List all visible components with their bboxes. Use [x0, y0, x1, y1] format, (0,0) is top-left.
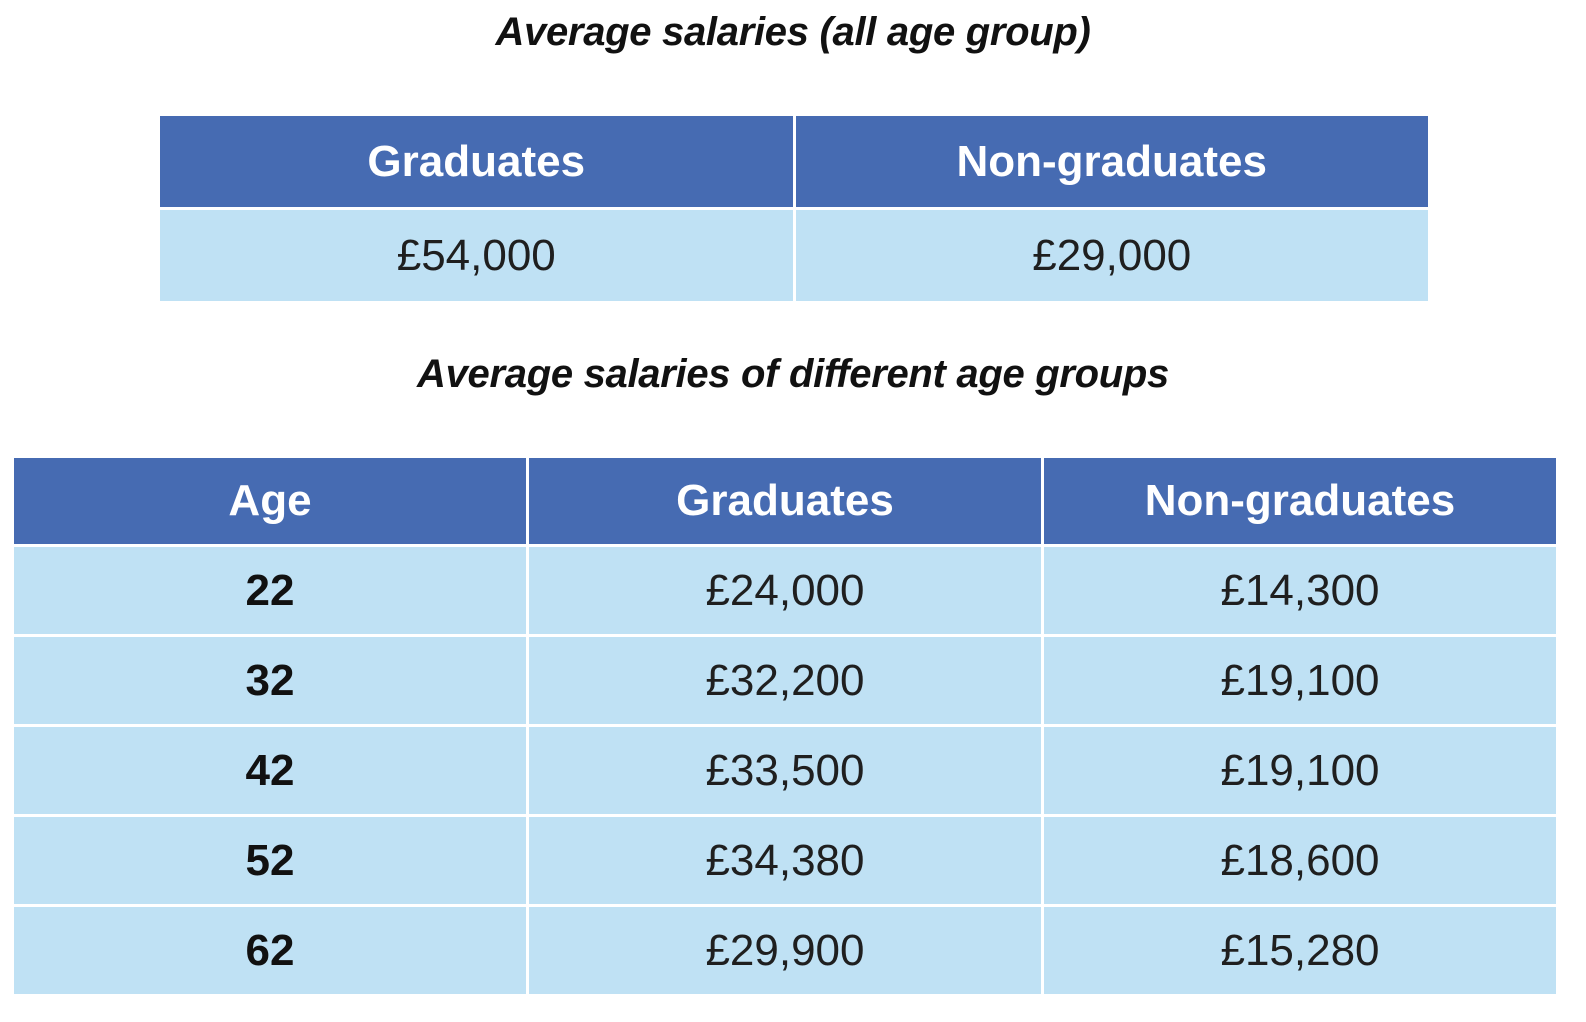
age-cell: 42 — [14, 724, 529, 817]
age-group-salary-table: Age Graduates Non-graduates 22 £24,000 £14… — [14, 458, 1556, 994]
age-cell: 32 — [14, 634, 529, 727]
graduates-salary-cell: £32,200 — [525, 634, 1045, 727]
table-2-title: Average salaries of different age groups — [417, 352, 1169, 396]
column-header-non-graduates: Non-graduates — [792, 116, 1428, 210]
age-cell: 22 — [14, 544, 529, 637]
column-header-non-graduates: Non-graduates — [1041, 458, 1556, 547]
all-ages-salary-table: Graduates Non-graduates £54,000 £29,000 — [160, 116, 1428, 301]
table-row: £54,000 £29,000 — [160, 207, 1428, 301]
age-cell: 52 — [14, 814, 529, 907]
non-graduates-salary-cell: £15,280 — [1041, 904, 1556, 994]
table-row: 32 £32,200 £19,100 — [14, 634, 1556, 727]
non-graduates-salary-cell: £19,100 — [1041, 724, 1556, 817]
graduates-salary-cell: £34,380 — [525, 814, 1045, 907]
non-graduates-salary-cell: £14,300 — [1041, 544, 1556, 637]
table-1-title: Average salaries (all age group) — [495, 10, 1091, 54]
graduates-salary-cell: £33,500 — [525, 724, 1045, 817]
table-row: 42 £33,500 £19,100 — [14, 724, 1556, 817]
table-row: 62 £29,900 £15,280 — [14, 904, 1556, 994]
column-header-age: Age — [14, 458, 529, 547]
non-graduates-salary-cell: £19,100 — [1041, 634, 1556, 727]
table-header-row: Age Graduates Non-graduates — [14, 458, 1556, 547]
non-graduates-salary-cell: £18,600 — [1041, 814, 1556, 907]
age-cell: 62 — [14, 904, 529, 994]
table-header-row: Graduates Non-graduates — [160, 116, 1428, 210]
non-graduates-salary-cell: £29,000 — [792, 207, 1428, 301]
graduates-salary-cell: £54,000 — [160, 207, 796, 301]
column-header-graduates: Graduates — [160, 116, 796, 210]
table-row: 22 £24,000 £14,300 — [14, 544, 1556, 637]
graduates-salary-cell: £29,900 — [525, 904, 1045, 994]
table-row: 52 £34,380 £18,600 — [14, 814, 1556, 907]
graduates-salary-cell: £24,000 — [525, 544, 1045, 637]
column-header-graduates: Graduates — [525, 458, 1045, 547]
age-table-body: 22 £24,000 £14,300 32 £32,200 £19,100 42 £33,50… — [14, 544, 1556, 994]
